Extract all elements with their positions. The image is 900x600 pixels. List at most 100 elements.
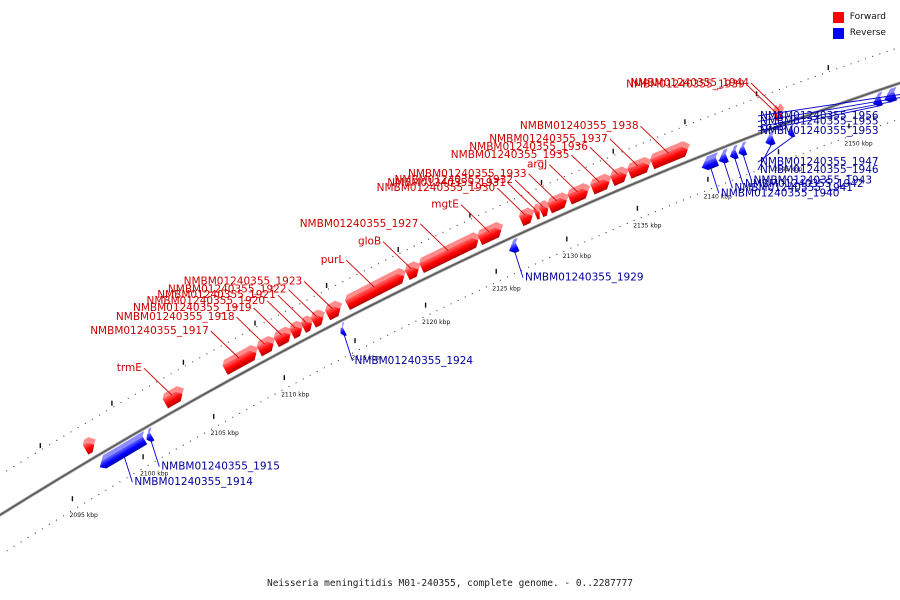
position-dot	[549, 182, 551, 184]
reverse-gene	[340, 321, 347, 337]
gene-label-leader	[589, 146, 619, 175]
gene-label: NMBM01240355_1947	[760, 156, 879, 168]
gene-label: coaD	[760, 121, 787, 133]
legend-reverse-swatch	[832, 27, 844, 39]
gene-body	[289, 326, 302, 339]
gene-label-leader	[743, 155, 752, 181]
gene-top-face	[701, 152, 718, 168]
legend-reverse-label: Reverse	[849, 28, 886, 38]
position-dot	[721, 110, 723, 112]
position-dot	[344, 356, 346, 358]
gene-label-leader	[460, 204, 490, 232]
reverse-gene	[765, 130, 776, 146]
position-dot	[753, 171, 755, 173]
gene-label-leader	[750, 82, 780, 111]
position-dot	[292, 307, 294, 309]
position-dot	[675, 202, 678, 204]
position-dot	[542, 185, 544, 187]
gene-label-leader	[710, 168, 720, 194]
position-dot	[27, 536, 29, 539]
gene-body	[256, 341, 274, 357]
position-dot	[428, 238, 430, 240]
position-dot	[599, 160, 602, 162]
position-dot	[91, 498, 93, 500]
position-dot	[63, 435, 65, 437]
position-dot	[879, 53, 881, 55]
gene-label: NMBM01240355_1930	[377, 182, 496, 194]
position-dot	[309, 374, 311, 376]
gene-label: NMBM01240355_1931	[387, 177, 506, 189]
gene-label-leader	[150, 441, 160, 467]
position-dot	[788, 157, 790, 160]
position-dot	[281, 389, 283, 391]
gene-top-face	[730, 144, 738, 157]
forward-gene	[590, 173, 612, 195]
gene-body	[518, 212, 533, 227]
position-dot	[182, 444, 184, 446]
position-dot	[168, 452, 170, 454]
position-dot	[830, 142, 832, 144]
tick-label: 2145 kbp	[774, 166, 802, 173]
position-dot	[84, 422, 86, 424]
gene-label: NMBM01240355_1936	[469, 141, 588, 153]
forward-gene	[162, 386, 184, 409]
position-dot	[20, 461, 22, 463]
position-dot	[707, 116, 709, 118]
gene-label: NMBM01240355_1942	[745, 178, 864, 190]
position-dot	[140, 468, 142, 471]
position-dot	[657, 136, 659, 138]
gene-label: NMBM01240355_1923	[184, 276, 303, 288]
position-dot	[239, 412, 241, 414]
gene-top-face	[344, 268, 406, 301]
position-dot	[77, 506, 79, 508]
position-dot	[210, 428, 213, 430]
position-dot	[485, 286, 487, 288]
gene-body	[788, 128, 796, 138]
gene-top-face	[477, 222, 504, 236]
gene-label-leader	[253, 307, 282, 336]
position-dot	[263, 322, 265, 324]
position-dot	[795, 155, 797, 157]
position-dot	[373, 341, 375, 343]
gene-body	[730, 149, 739, 160]
gene-label-leader	[757, 97, 900, 122]
position-dot	[626, 222, 628, 225]
gene-label-leader	[277, 294, 307, 323]
gene-label: NMBM01240355_1919	[133, 302, 252, 314]
gene-label: trmE	[117, 362, 142, 374]
position-dot	[267, 397, 269, 399]
gene-label: NMBM01240355_1943	[754, 175, 873, 187]
position-dot	[671, 130, 673, 132]
position-dot	[829, 70, 831, 72]
position-dot	[807, 78, 809, 80]
position-dot	[351, 352, 354, 354]
gene-top-face	[547, 192, 569, 204]
position-dot	[700, 119, 702, 121]
gene-label: purL	[321, 254, 345, 266]
position-dot	[442, 231, 444, 233]
position-dot	[401, 327, 403, 329]
gene-body	[146, 432, 155, 443]
position-dot	[542, 260, 544, 262]
gene-body	[776, 108, 783, 120]
gene-top-face	[610, 166, 629, 176]
forward-gene	[419, 232, 481, 274]
gene-body	[650, 146, 688, 170]
position-dot	[274, 393, 276, 395]
position-dot	[134, 393, 136, 395]
position-dot	[327, 288, 330, 290]
position-dot	[392, 256, 394, 258]
gene-label: NMBM01240355_1918	[116, 311, 235, 323]
position-dot	[113, 406, 115, 408]
gene-body	[627, 162, 650, 179]
position-dot	[141, 389, 144, 391]
position-dot	[746, 174, 748, 176]
position-dot	[725, 182, 727, 184]
position-dot	[577, 244, 579, 246]
position-dot	[349, 277, 351, 279]
gene-top-face	[873, 91, 883, 104]
position-dot	[743, 102, 745, 104]
position-dot	[220, 345, 222, 347]
position-dot	[119, 481, 121, 483]
